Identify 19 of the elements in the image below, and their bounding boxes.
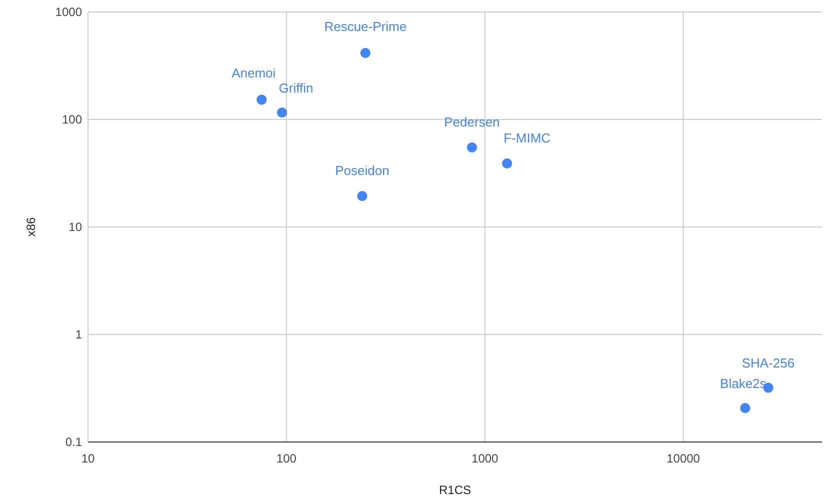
y-tick-label: 1 [75, 327, 82, 342]
y-tick-label: 0.1 [65, 434, 82, 449]
annotation: Anemoi [232, 66, 276, 81]
y-tick-label: 100 [62, 112, 82, 126]
x-tick-label: 1000 [472, 452, 499, 466]
x-tick-label: 10 [81, 452, 95, 466]
y-axis-title: x86 [24, 217, 38, 237]
y-tick-label: 1000 [55, 4, 82, 19]
annotation: Pedersen [444, 114, 500, 130]
x-tick-label: 100 [276, 452, 297, 466]
annotation: F-MIMC [504, 130, 551, 146]
x-tick-label: 10000 [666, 452, 700, 466]
y-tick-label: 10 [68, 220, 82, 234]
x-axis-title: R1CS [438, 483, 472, 497]
annotation: Blake2s [720, 376, 767, 392]
annotation: Poseidon [335, 163, 390, 178]
annotation: Griffin [278, 80, 314, 96]
annotation: SHA-256 [742, 356, 795, 371]
annotation: Rescue-Prime [324, 18, 407, 34]
